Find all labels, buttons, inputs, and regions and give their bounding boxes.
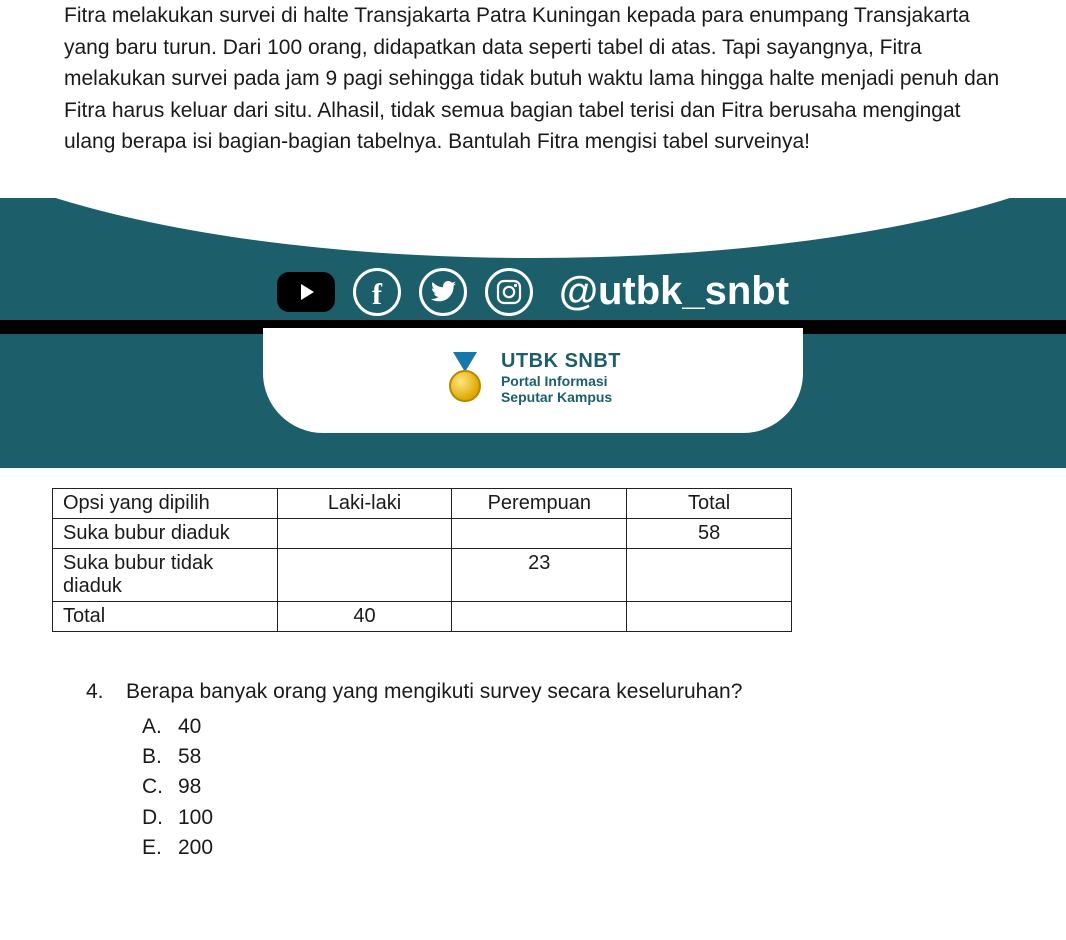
- cell: [627, 548, 792, 601]
- col-header: Total: [627, 488, 792, 518]
- cell: 58: [627, 518, 792, 548]
- row-label: Suka bubur tidak diaduk: [53, 548, 278, 601]
- option-item[interactable]: C. 98: [142, 772, 1014, 802]
- row-label: Suka bubur diaduk: [53, 518, 278, 548]
- col-header: Laki-laki: [277, 488, 452, 518]
- lower-section: Opsi yang dipilih Laki-laki Perempuan To…: [0, 468, 1066, 924]
- cell: [277, 548, 452, 601]
- instagram-glyph-icon: [496, 279, 522, 305]
- table-row: Total 40: [53, 601, 792, 631]
- facebook-letter: f: [372, 280, 382, 310]
- top-section: Fitra melakukan survei di halte Transjak…: [0, 0, 1066, 198]
- facebook-icon[interactable]: f: [353, 268, 401, 316]
- survey-table: Opsi yang dipilih Laki-laki Perempuan To…: [52, 488, 792, 632]
- col-header: Perempuan: [452, 488, 627, 518]
- cell: [452, 601, 627, 631]
- question-text: Berapa banyak orang yang mengikuti surve…: [126, 680, 742, 704]
- instagram-icon[interactable]: [485, 268, 533, 316]
- option-item[interactable]: D. 100: [142, 803, 1014, 833]
- row-label: Total: [53, 601, 278, 631]
- medal-icon: [445, 352, 485, 402]
- intro-paragraph: Fitra melakukan survei di halte Transjak…: [64, 0, 1002, 158]
- table-row: Suka bubur diaduk 58: [53, 518, 792, 548]
- option-text: 100: [178, 803, 213, 833]
- option-item[interactable]: B. 58: [142, 742, 1014, 772]
- option-letter: A.: [142, 712, 164, 742]
- twitter-bird-icon: [430, 281, 456, 303]
- option-letter: C.: [142, 772, 164, 802]
- badge-card: UTBK SNBT Portal Informasi Seputar Kampu…: [263, 328, 803, 433]
- option-item[interactable]: E. 200: [142, 833, 1014, 863]
- question-number: 4.: [86, 680, 108, 704]
- option-text: 200: [178, 833, 213, 863]
- badge-sub2: Seputar Kampus: [501, 389, 621, 405]
- question-row: 4. Berapa banyak orang yang mengikuti su…: [86, 680, 1014, 704]
- social-row: f @utbk_snbt: [0, 268, 1066, 316]
- option-text: 98: [178, 772, 201, 802]
- question-block: 4. Berapa banyak orang yang mengikuti su…: [52, 680, 1014, 864]
- play-triangle-icon: [301, 284, 314, 300]
- badge-sub1: Portal Informasi: [501, 373, 621, 389]
- badge-text: UTBK SNBT Portal Informasi Seputar Kampu…: [501, 350, 621, 405]
- option-letter: E.: [142, 833, 164, 863]
- cell: [452, 518, 627, 548]
- option-letter: D.: [142, 803, 164, 833]
- table-row: Opsi yang dipilih Laki-laki Perempuan To…: [53, 488, 792, 518]
- cell: [627, 601, 792, 631]
- youtube-icon[interactable]: [277, 272, 335, 312]
- social-handle: @utbk_snbt: [559, 269, 789, 314]
- option-item[interactable]: A. 40: [142, 712, 1014, 742]
- teal-banner: f @utbk_snbt UTBK SNBT Portal Informasi …: [0, 198, 1066, 388]
- table-row: Suka bubur tidak diaduk 23: [53, 548, 792, 601]
- option-text: 40: [178, 712, 201, 742]
- cell: 40: [277, 601, 452, 631]
- cell: [277, 518, 452, 548]
- twitter-icon[interactable]: [419, 268, 467, 316]
- col-header: Opsi yang dipilih: [53, 488, 278, 518]
- options-list: A. 40 B. 58 C. 98 D. 100 E. 200: [86, 712, 1014, 864]
- option-text: 58: [178, 742, 201, 772]
- cell: 23: [452, 548, 627, 601]
- option-letter: B.: [142, 742, 164, 772]
- badge-title: UTBK SNBT: [501, 350, 621, 373]
